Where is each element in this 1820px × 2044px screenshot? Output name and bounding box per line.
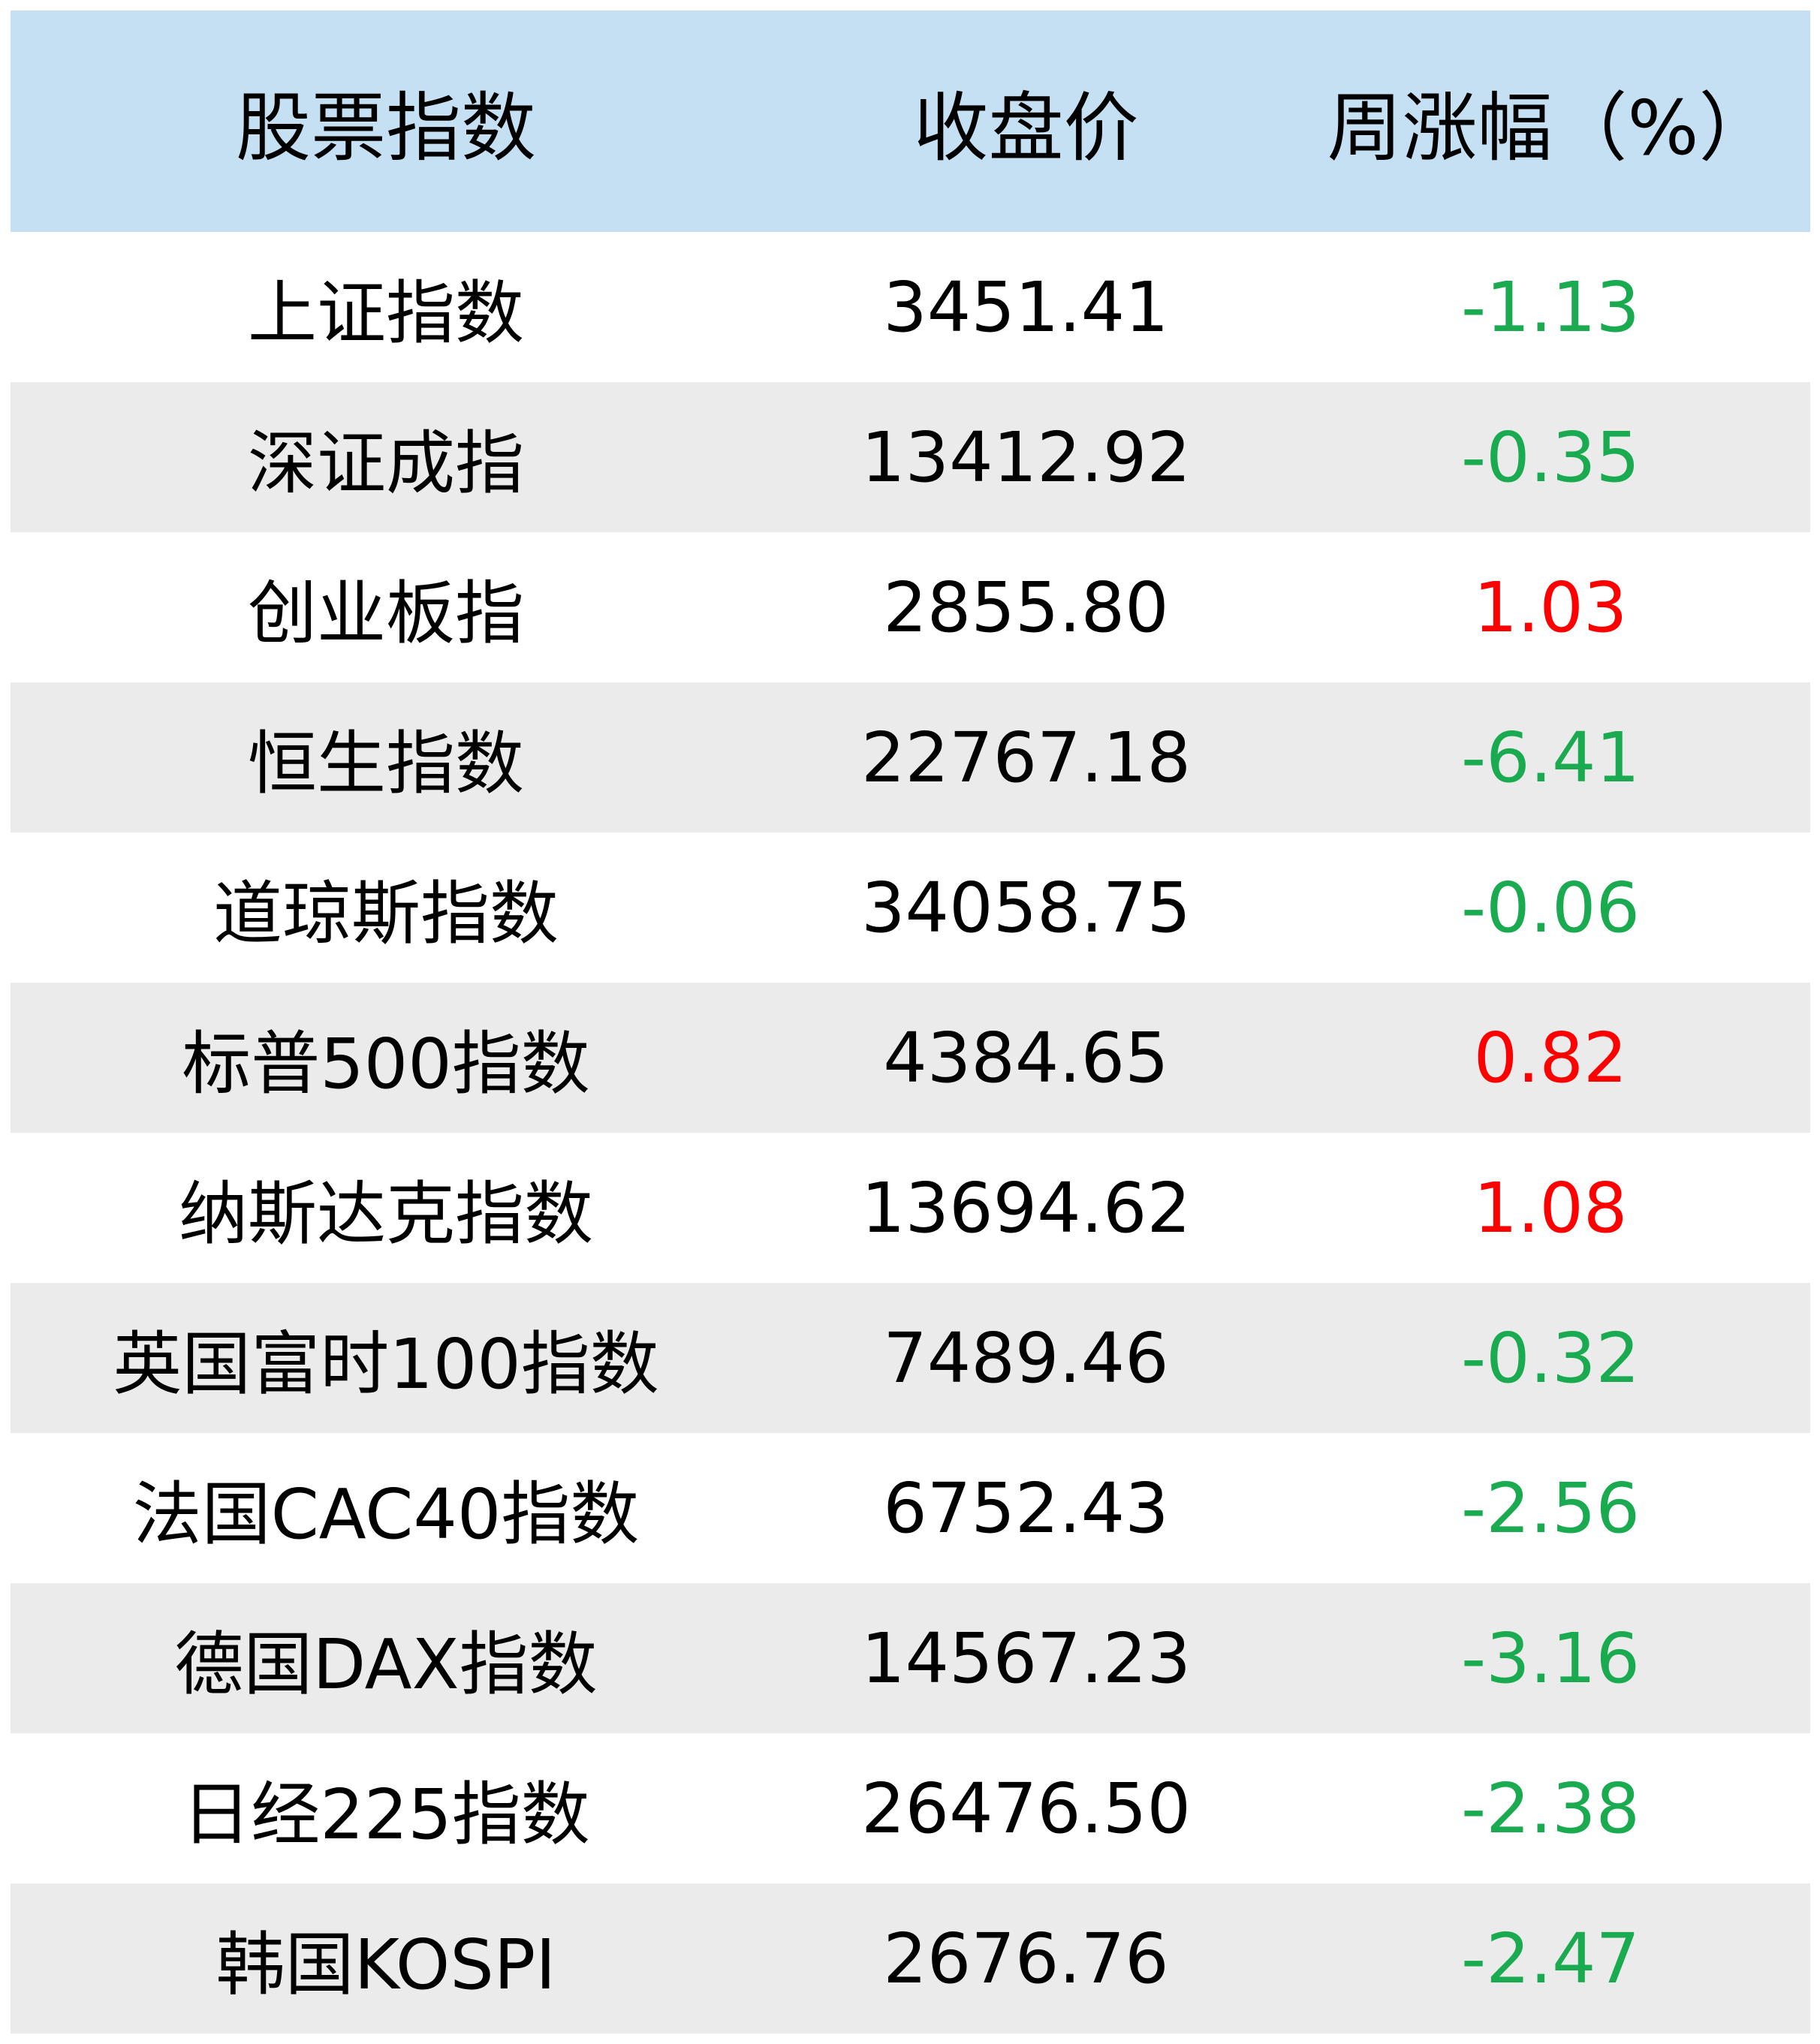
index-name: 恒生指数 <box>247 723 524 804</box>
table-row: 创业板指 2855.80 1.03 <box>11 532 1810 682</box>
weekly-change: 1.08 <box>1473 1167 1628 1248</box>
weekly-change: -0.06 <box>1460 867 1641 948</box>
weekly-change: -0.32 <box>1460 1317 1641 1398</box>
weekly-change: -6.41 <box>1460 717 1641 798</box>
close-price: 34058.75 <box>861 867 1191 948</box>
weekly-change: 1.03 <box>1473 567 1628 648</box>
table-row: 恒生指数 22767.18 -6.41 <box>11 682 1810 832</box>
weekly-change: 0.82 <box>1473 1017 1628 1098</box>
weekly-change: -3.16 <box>1460 1618 1641 1699</box>
close-price: 13412.92 <box>861 417 1191 498</box>
index-name: 纳斯达克指数 <box>178 1173 593 1254</box>
weekly-change: -2.47 <box>1460 1918 1641 1999</box>
close-price: 13694.62 <box>861 1167 1191 1248</box>
weekly-change: -2.38 <box>1460 1768 1641 1849</box>
index-name: 韩国KOSPI <box>215 1924 556 2005</box>
index-name: 上证指数 <box>247 272 524 354</box>
index-name: 英国富时100指数 <box>113 1323 659 1404</box>
header-row: 股票指数 收盘价 周涨幅（%） <box>11 11 1810 232</box>
weekly-change: -2.56 <box>1460 1468 1641 1549</box>
index-name: 日经225指数 <box>182 1774 590 1855</box>
close-price: 4384.65 <box>883 1017 1169 1098</box>
table-row: 英国富时100指数 7489.46 -0.32 <box>11 1283 1810 1433</box>
header-cell: 收盘价 <box>913 84 1139 172</box>
weekly-change: -0.35 <box>1460 417 1641 498</box>
close-price: 7489.46 <box>883 1317 1169 1398</box>
index-name: 法国CAC40指数 <box>132 1474 640 1555</box>
table-row: 日经225指数 26476.50 -2.38 <box>11 1733 1810 1883</box>
close-price: 2676.76 <box>883 1918 1169 1999</box>
weekly-change: -1.13 <box>1460 266 1641 348</box>
table: 股票指数 收盘价 周涨幅（%） 上证指数 3451.41 -1.13 深证成指 13412.9… <box>11 11 1810 2033</box>
table-row: 标普500指数 4384.65 0.82 <box>11 983 1810 1133</box>
table-row: 韩国KOSPI 2676.76 -2.47 <box>11 1883 1810 2033</box>
close-price: 3451.41 <box>883 266 1169 348</box>
table-row: 法国CAC40指数 6752.43 -2.56 <box>11 1433 1810 1583</box>
table-row: 深证成指 13412.92 -0.35 <box>11 382 1810 532</box>
table-row: 上证指数 3451.41 -1.13 <box>11 232 1810 382</box>
table-row: 纳斯达克指数 13694.62 1.08 <box>11 1133 1810 1283</box>
close-price: 26476.50 <box>861 1768 1191 1849</box>
close-price: 2855.80 <box>883 567 1169 648</box>
table-row: 道琼斯指数 34058.75 -0.06 <box>11 832 1810 983</box>
header-cell: 周涨幅（%） <box>1327 84 1774 172</box>
table-row: 德国DAX指数 14567.23 -3.16 <box>11 1583 1810 1733</box>
close-price: 6752.43 <box>883 1468 1169 1549</box>
index-name: 创业板指 <box>247 573 524 654</box>
index-name: 深证成指 <box>247 423 524 504</box>
close-price: 22767.18 <box>861 717 1191 798</box>
header-cell: 股票指数 <box>236 84 536 172</box>
index-name: 德国DAX指数 <box>174 1624 598 1705</box>
close-price: 14567.23 <box>861 1618 1191 1699</box>
index-name: 标普500指数 <box>182 1023 590 1104</box>
index-name: 道琼斯指数 <box>212 873 559 954</box>
